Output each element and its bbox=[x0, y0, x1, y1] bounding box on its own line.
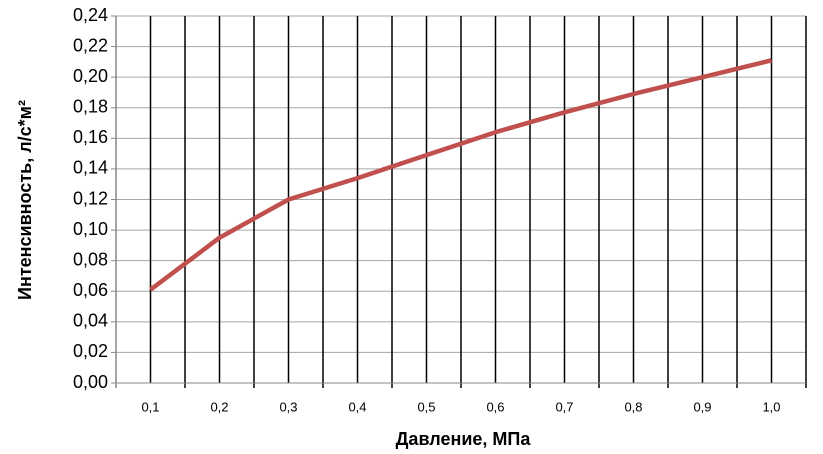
x-tick-label: 0,3 bbox=[279, 399, 297, 414]
y-tick-label: 0,06 bbox=[73, 280, 108, 300]
x-tick-label: 0,6 bbox=[486, 399, 504, 414]
y-tick-label: 0,08 bbox=[73, 249, 108, 269]
y-tick-label: 0,00 bbox=[73, 372, 108, 392]
y-tick-label: 0,04 bbox=[73, 311, 108, 331]
y-tick-label: 0,22 bbox=[73, 35, 108, 55]
x-tick-label: 0,9 bbox=[693, 399, 711, 414]
x-tick-label: 0,8 bbox=[624, 399, 642, 414]
x-tick-label: 0,2 bbox=[210, 399, 228, 414]
y-axis-title: Интенсивность, л/с*м² bbox=[15, 100, 35, 300]
y-tick-label: 0,14 bbox=[73, 158, 108, 178]
x-tick-label: 1,0 bbox=[762, 399, 780, 414]
y-tick-label: 0,20 bbox=[73, 66, 108, 86]
x-tick-label: 0,7 bbox=[555, 399, 573, 414]
y-tick-label: 0,18 bbox=[73, 97, 108, 117]
x-tick-label: 0,4 bbox=[348, 399, 366, 414]
data-line bbox=[149, 58, 773, 292]
x-tick-label: 0,1 bbox=[141, 399, 159, 414]
y-tick-label: 0,02 bbox=[73, 341, 108, 361]
y-tick-label: 0,24 bbox=[73, 5, 108, 25]
y-tick-label: 0,10 bbox=[73, 219, 108, 239]
x-axis-title: Давление, МПа bbox=[396, 429, 532, 449]
y-tick-label: 0,16 bbox=[73, 127, 108, 147]
x-tick-label: 0,5 bbox=[417, 399, 435, 414]
y-tick-label: 0,12 bbox=[73, 188, 108, 208]
